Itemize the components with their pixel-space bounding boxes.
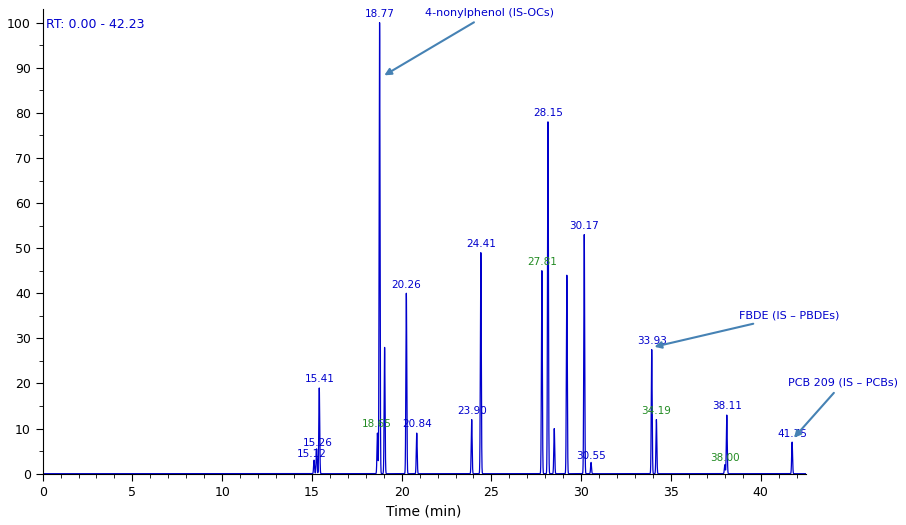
Text: 15.12: 15.12 [296, 449, 326, 459]
Text: 38.11: 38.11 [712, 402, 742, 412]
Text: 24.41: 24.41 [466, 239, 496, 249]
Text: 4-nonylphenol (IS-OCs): 4-nonylphenol (IS-OCs) [386, 8, 554, 74]
Text: 34.19: 34.19 [641, 406, 671, 416]
X-axis label: Time (min): Time (min) [387, 504, 462, 518]
Text: PCB 209 (IS – PCBs): PCB 209 (IS – PCBs) [787, 378, 898, 436]
Text: 33.93: 33.93 [637, 336, 667, 346]
Text: 23.90: 23.90 [457, 406, 487, 416]
Text: 20.26: 20.26 [391, 280, 421, 290]
Text: RT: 0.00 - 42.23: RT: 0.00 - 42.23 [46, 18, 145, 31]
Text: 41.75: 41.75 [777, 428, 807, 438]
Text: FBDE (IS – PBDEs): FBDE (IS – PBDEs) [657, 310, 840, 348]
Text: 30.55: 30.55 [576, 451, 606, 461]
Text: 28.15: 28.15 [533, 108, 563, 118]
Text: 20.84: 20.84 [402, 419, 431, 429]
Text: 18.65: 18.65 [361, 419, 391, 429]
Text: 15.26: 15.26 [303, 437, 333, 447]
Text: 27.81: 27.81 [527, 257, 557, 267]
Text: 30.17: 30.17 [569, 221, 599, 231]
Text: 18.77: 18.77 [364, 9, 394, 19]
Text: 15.41: 15.41 [304, 374, 334, 384]
Text: 38.00: 38.00 [710, 453, 739, 464]
